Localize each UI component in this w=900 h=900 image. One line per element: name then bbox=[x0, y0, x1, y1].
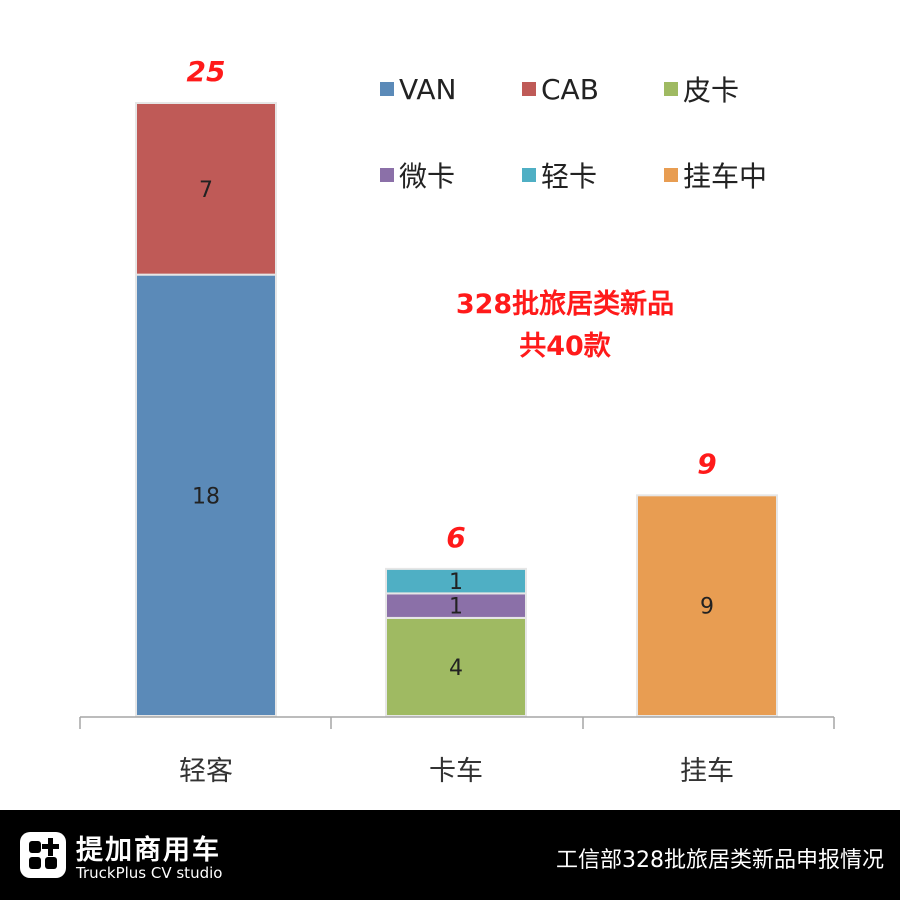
legend-swatch bbox=[664, 168, 678, 182]
bar-segment-1-1 bbox=[135, 273, 277, 717]
bar-segment-2-4 bbox=[385, 592, 527, 619]
legend-item-pickup: 皮卡 bbox=[664, 74, 814, 107]
legend-swatch bbox=[380, 168, 394, 182]
brand-subtitle: TruckPlus CV studio bbox=[76, 864, 223, 882]
legend-item-van: VAN bbox=[380, 72, 522, 106]
stacked-bar-chart: 18 7 轻客 25 4 11 卡车 6 9 挂车 9 bbox=[79, 55, 835, 787]
legend-label: CAB bbox=[541, 72, 599, 106]
legend: VAN CAB 皮卡 微卡 轻卡 挂车中 bbox=[380, 72, 840, 193]
data-label: 1 bbox=[449, 595, 463, 620]
total-label: 9 bbox=[697, 447, 716, 480]
total-label: 25 bbox=[187, 55, 226, 88]
x-axis-ticks bbox=[79, 717, 835, 729]
legend-swatch bbox=[380, 82, 394, 96]
bars-layer bbox=[135, 102, 778, 717]
data-label: 4 bbox=[449, 656, 463, 681]
footer-caption: 工信部328批旅居类新品申报情况 bbox=[556, 848, 884, 873]
legend-item-micro-truck: 微卡 bbox=[380, 160, 522, 193]
legend-item-trailer: 挂车中 bbox=[664, 160, 814, 193]
data-label: 7 bbox=[199, 178, 213, 203]
x-tick-label: 卡车 bbox=[429, 756, 483, 787]
legend-swatch bbox=[522, 82, 536, 96]
legend-label: 挂车中 bbox=[683, 160, 768, 193]
total-label: 6 bbox=[446, 521, 465, 554]
bar-segment-3-6 bbox=[636, 494, 778, 717]
footer-banner: 提加商用车 TruckPlus CV studio 工信部328批旅居类新品申报… bbox=[0, 810, 900, 900]
legend-label: 轻卡 bbox=[541, 160, 598, 193]
bar-segment-1-2 bbox=[135, 102, 277, 276]
legend-label: VAN bbox=[399, 72, 457, 106]
truckplus-logo-icon bbox=[20, 832, 66, 878]
data-label: 1 bbox=[449, 570, 463, 595]
annotation-line-1: 328批旅居类新品 bbox=[455, 289, 675, 320]
legend-label: 微卡 bbox=[399, 160, 456, 193]
x-tick-label: 轻客 bbox=[179, 756, 233, 787]
chart-annotation: 328批旅居类新品 共40款 bbox=[420, 284, 710, 368]
brand-name: 提加商用车 bbox=[76, 835, 221, 866]
x-tick-label: 挂车 bbox=[680, 756, 734, 787]
legend-item-cab: CAB bbox=[522, 72, 664, 106]
labels-layer: 18 7 轻客 25 4 11 卡车 6 9 挂车 9 bbox=[179, 55, 734, 787]
legend-swatch bbox=[522, 168, 536, 182]
legend-label: 皮卡 bbox=[683, 74, 740, 107]
bar-segment-2-5 bbox=[385, 567, 527, 595]
data-label: 9 bbox=[700, 595, 714, 620]
data-label: 18 bbox=[192, 484, 220, 509]
legend-item-light-truck: 轻卡 bbox=[522, 160, 664, 193]
annotation-line-2: 共40款 bbox=[519, 331, 611, 362]
legend-swatch bbox=[664, 82, 678, 96]
